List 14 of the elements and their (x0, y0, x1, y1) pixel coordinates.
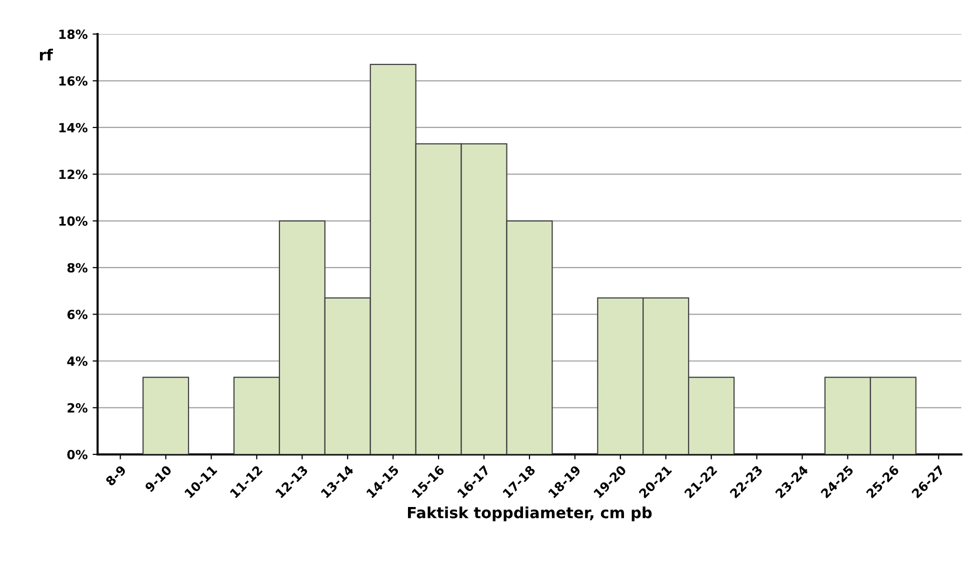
y-tick-label: 14% (59, 122, 88, 132)
y-tick-label: 16% (59, 76, 88, 86)
x-tick-label: 8-9 (105, 464, 127, 486)
y-tick-label: 10% (59, 216, 88, 226)
x-axis-title: Faktisk toppdiameter, cm pb (408, 506, 652, 522)
y-tick-label: 8% (67, 263, 88, 273)
y-axis-title: rf (40, 48, 53, 60)
bar (142, 376, 190, 454)
y-tick-label: 12% (59, 170, 88, 180)
y-tick-label: 2% (68, 403, 88, 413)
y-tick-label: 6% (67, 310, 88, 320)
y-tick-label: 18% (59, 30, 88, 40)
y-tick-label: 4% (67, 356, 88, 366)
y-tick-label: 0% (67, 450, 88, 460)
